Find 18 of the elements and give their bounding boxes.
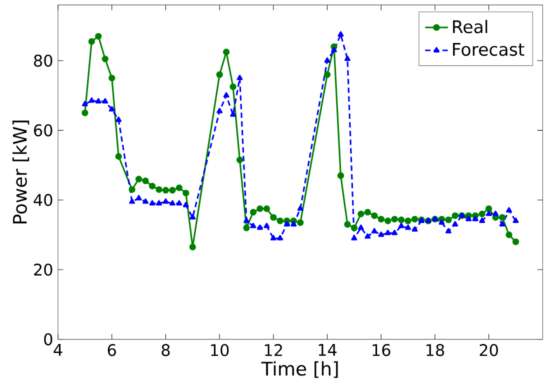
x-tick-label: 20 — [480, 344, 498, 356]
y-axis-title: Power [kW] — [12, 120, 30, 224]
x-tick-label: 8 — [162, 344, 170, 356]
y-tick-label: 80 — [34, 54, 52, 67]
x-tick-label: 10 — [211, 344, 229, 356]
x-tick-label: 16 — [372, 344, 390, 356]
y-tick-label: 0 — [44, 333, 52, 346]
x-tick-label: 14 — [318, 344, 337, 356]
y-tick-label: 20 — [34, 264, 52, 276]
legend-label: Real — [453, 20, 488, 34]
legend-label: Forecast — [453, 43, 524, 56]
x-axis-title: Time [h] — [261, 361, 338, 378]
x-tick-label: 4 — [54, 344, 62, 356]
y-tick-label: 40 — [34, 194, 52, 206]
x-tick-label: 6 — [108, 344, 116, 356]
x-tick-label: 18 — [426, 344, 444, 356]
y-tick-label: 60 — [34, 124, 52, 136]
x-tick-label: 12 — [264, 344, 282, 356]
